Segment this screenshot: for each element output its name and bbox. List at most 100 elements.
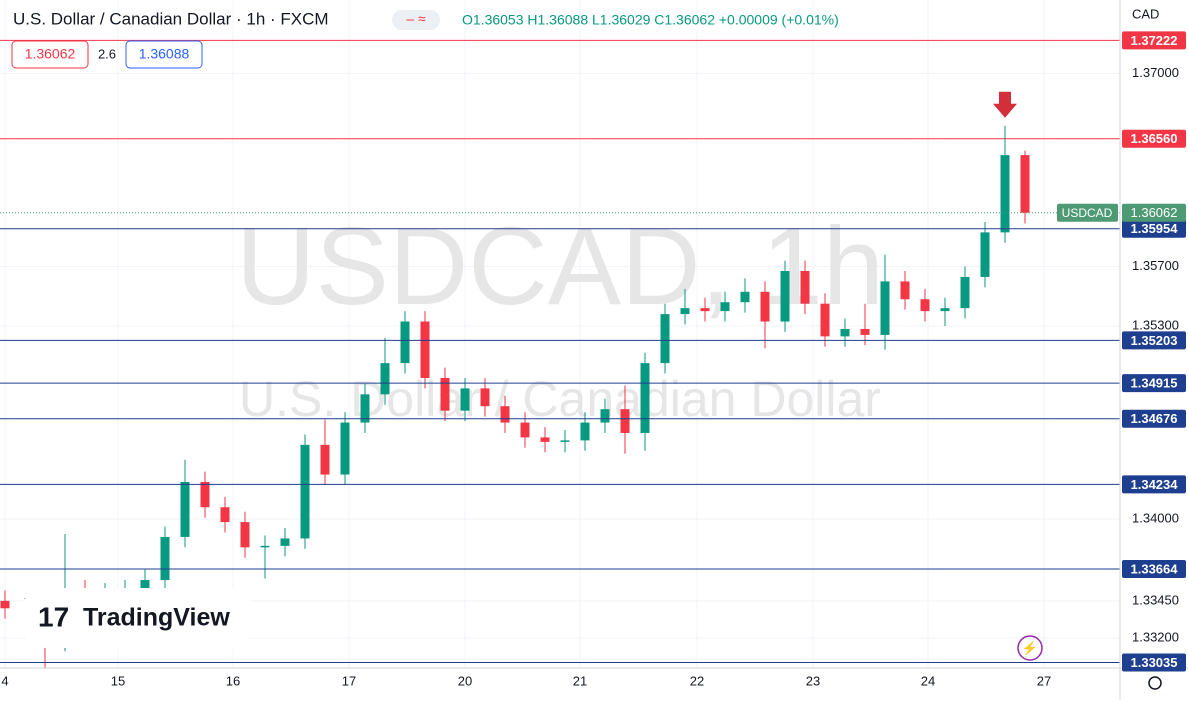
- level-label-bg: [1122, 475, 1186, 494]
- level-label-bg: [1122, 331, 1186, 350]
- level-label-bg: [1122, 409, 1186, 428]
- candle-body: [0, 600, 10, 609]
- buy-price: 1.36088: [139, 46, 190, 62]
- x-tick-label: 16: [226, 673, 240, 688]
- candle-body: [820, 303, 830, 337]
- x-tick-label: 22: [690, 673, 704, 688]
- level-label: 1.33664: [1131, 561, 1179, 576]
- candle-body: [680, 308, 690, 315]
- y-tick-label: 1.35700: [1132, 258, 1179, 273]
- candle-body: [940, 308, 950, 312]
- logo-bg: [18, 588, 256, 648]
- level-label-bg: [1122, 31, 1186, 50]
- settings-icon[interactable]: [1148, 676, 1162, 690]
- candle-body: [240, 522, 250, 548]
- candle-body: [1020, 155, 1030, 213]
- candle-body: [340, 422, 350, 475]
- x-tick-label: 24: [921, 673, 935, 688]
- logo[interactable]: 17 TradingView: [18, 588, 256, 648]
- candle-body: [740, 291, 750, 303]
- level-label: 1.35203: [1131, 333, 1178, 348]
- x-tick-label: 20: [458, 673, 472, 688]
- candle-body: [720, 302, 730, 312]
- level-label-bg: [1122, 129, 1186, 148]
- spread: 2.6: [98, 46, 116, 61]
- candle-body: [220, 507, 230, 523]
- x-tick-label: 15: [111, 673, 125, 688]
- candle-body: [320, 444, 330, 475]
- candle-body: [400, 321, 410, 364]
- level-label: 1.34915: [1131, 376, 1178, 391]
- x-tick-label: 4: [1, 673, 8, 688]
- candle-body: [280, 538, 290, 546]
- watermark: USDCAD, 1h: [236, 205, 884, 328]
- candle-body: [560, 440, 570, 442]
- level-label: 1.34676: [1131, 411, 1178, 426]
- level-label: 1.36560: [1131, 131, 1178, 146]
- buy-button[interactable]: [125, 40, 203, 69]
- candle-body: [960, 276, 970, 309]
- candle-body: [840, 328, 850, 337]
- candle-body: [700, 308, 710, 312]
- candle-body: [920, 299, 930, 312]
- candle-body: [860, 328, 870, 335]
- candle-body: [620, 409, 630, 433]
- candle-body: [760, 291, 770, 322]
- indicator-toggle[interactable]: [392, 10, 440, 30]
- candle-body: [600, 409, 610, 423]
- candle-body: [800, 271, 810, 304]
- level-label-bg: [1122, 560, 1186, 579]
- candle-body: [160, 536, 170, 581]
- candle-body: [520, 422, 530, 438]
- event-icon[interactable]: [1017, 635, 1043, 661]
- watermark-sub: U.S. Dollar / Canadian Dollar: [239, 371, 881, 427]
- candle-body: [660, 314, 670, 364]
- ohlc: O1.36053 H1.36088 L1.36029 C1.36062 +0.0…: [462, 12, 839, 28]
- event-icon-glyph: ⚡: [1022, 640, 1038, 656]
- candle-body: [900, 281, 910, 300]
- level-label-bg: [1122, 219, 1186, 238]
- level-label-bg: [1122, 374, 1186, 393]
- grid: [0, 0, 1120, 668]
- candle-body: [260, 545, 270, 548]
- candle-body: [180, 481, 190, 537]
- y-tick-label: 1.37000: [1132, 65, 1179, 80]
- y-tick-label: 1.35300: [1132, 317, 1179, 332]
- sell-price: 1.36062: [25, 46, 76, 62]
- candle-body: [380, 363, 390, 395]
- last-price: 1.36062: [1131, 205, 1178, 220]
- arrow-annotation: [993, 91, 1017, 118]
- candle-body: [480, 388, 490, 407]
- y-tick-label: 1.33450: [1132, 592, 1179, 607]
- currency[interactable]: CAD: [1132, 6, 1159, 21]
- last-name-bg: [1057, 203, 1118, 222]
- logo-icon: 17: [38, 601, 69, 632]
- level-label-bg: [1122, 653, 1186, 672]
- last-price-bg: [1122, 203, 1186, 222]
- candle-body: [640, 363, 650, 433]
- level-label: 1.35954: [1131, 221, 1179, 236]
- candle-body: [200, 481, 210, 508]
- candle-body: [1000, 155, 1010, 233]
- sell-button[interactable]: [11, 40, 89, 69]
- candle-body: [300, 444, 310, 539]
- candle-body: [580, 422, 590, 441]
- candle-body: [440, 377, 450, 411]
- candle-body: [460, 388, 470, 411]
- icon: – ≈: [406, 11, 426, 27]
- candle-body: [540, 437, 550, 442]
- chart-title: U.S. Dollar / Canadian Dollar · 1h · FXC…: [13, 9, 329, 28]
- candle-body: [980, 232, 990, 277]
- level-label: 1.34234: [1131, 477, 1179, 492]
- candle-body: [880, 281, 890, 335]
- y-tick-label: 1.33200: [1132, 629, 1179, 644]
- last-name: USDCAD: [1062, 206, 1113, 220]
- x-tick-label: 17: [342, 673, 356, 688]
- candle-body: [140, 580, 150, 591]
- x-tick-label: 23: [806, 673, 820, 688]
- x-tick-label: 21: [573, 673, 587, 688]
- x-tick-label: 27: [1037, 673, 1051, 688]
- level-label: 1.37222: [1131, 33, 1178, 48]
